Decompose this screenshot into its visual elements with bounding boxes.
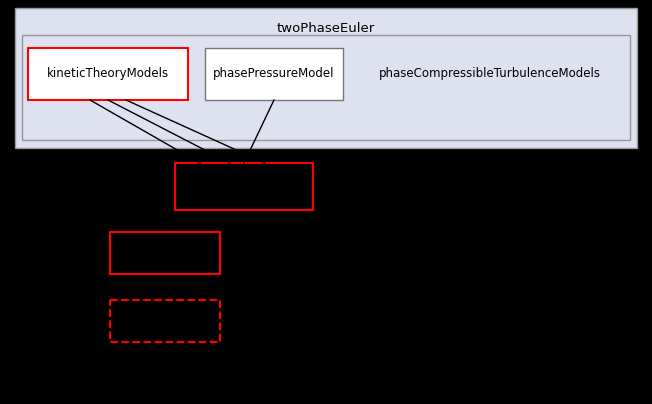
Bar [110,300,220,342]
Bar [205,48,343,100]
Bar [175,163,313,210]
Bar [28,48,188,100]
Text: phaseCompressibleTurbulenceModels: phaseCompressibleTurbulenceModels [379,67,601,80]
Bar [15,8,637,148]
Text: kineticTheoryModels: kineticTheoryModels [47,67,169,80]
Text: phasePressureModel: phasePressureModel [213,67,334,80]
Text: twoPhaseEuler: twoPhaseEuler [277,22,375,35]
Bar [22,35,630,140]
Bar [110,232,220,274]
